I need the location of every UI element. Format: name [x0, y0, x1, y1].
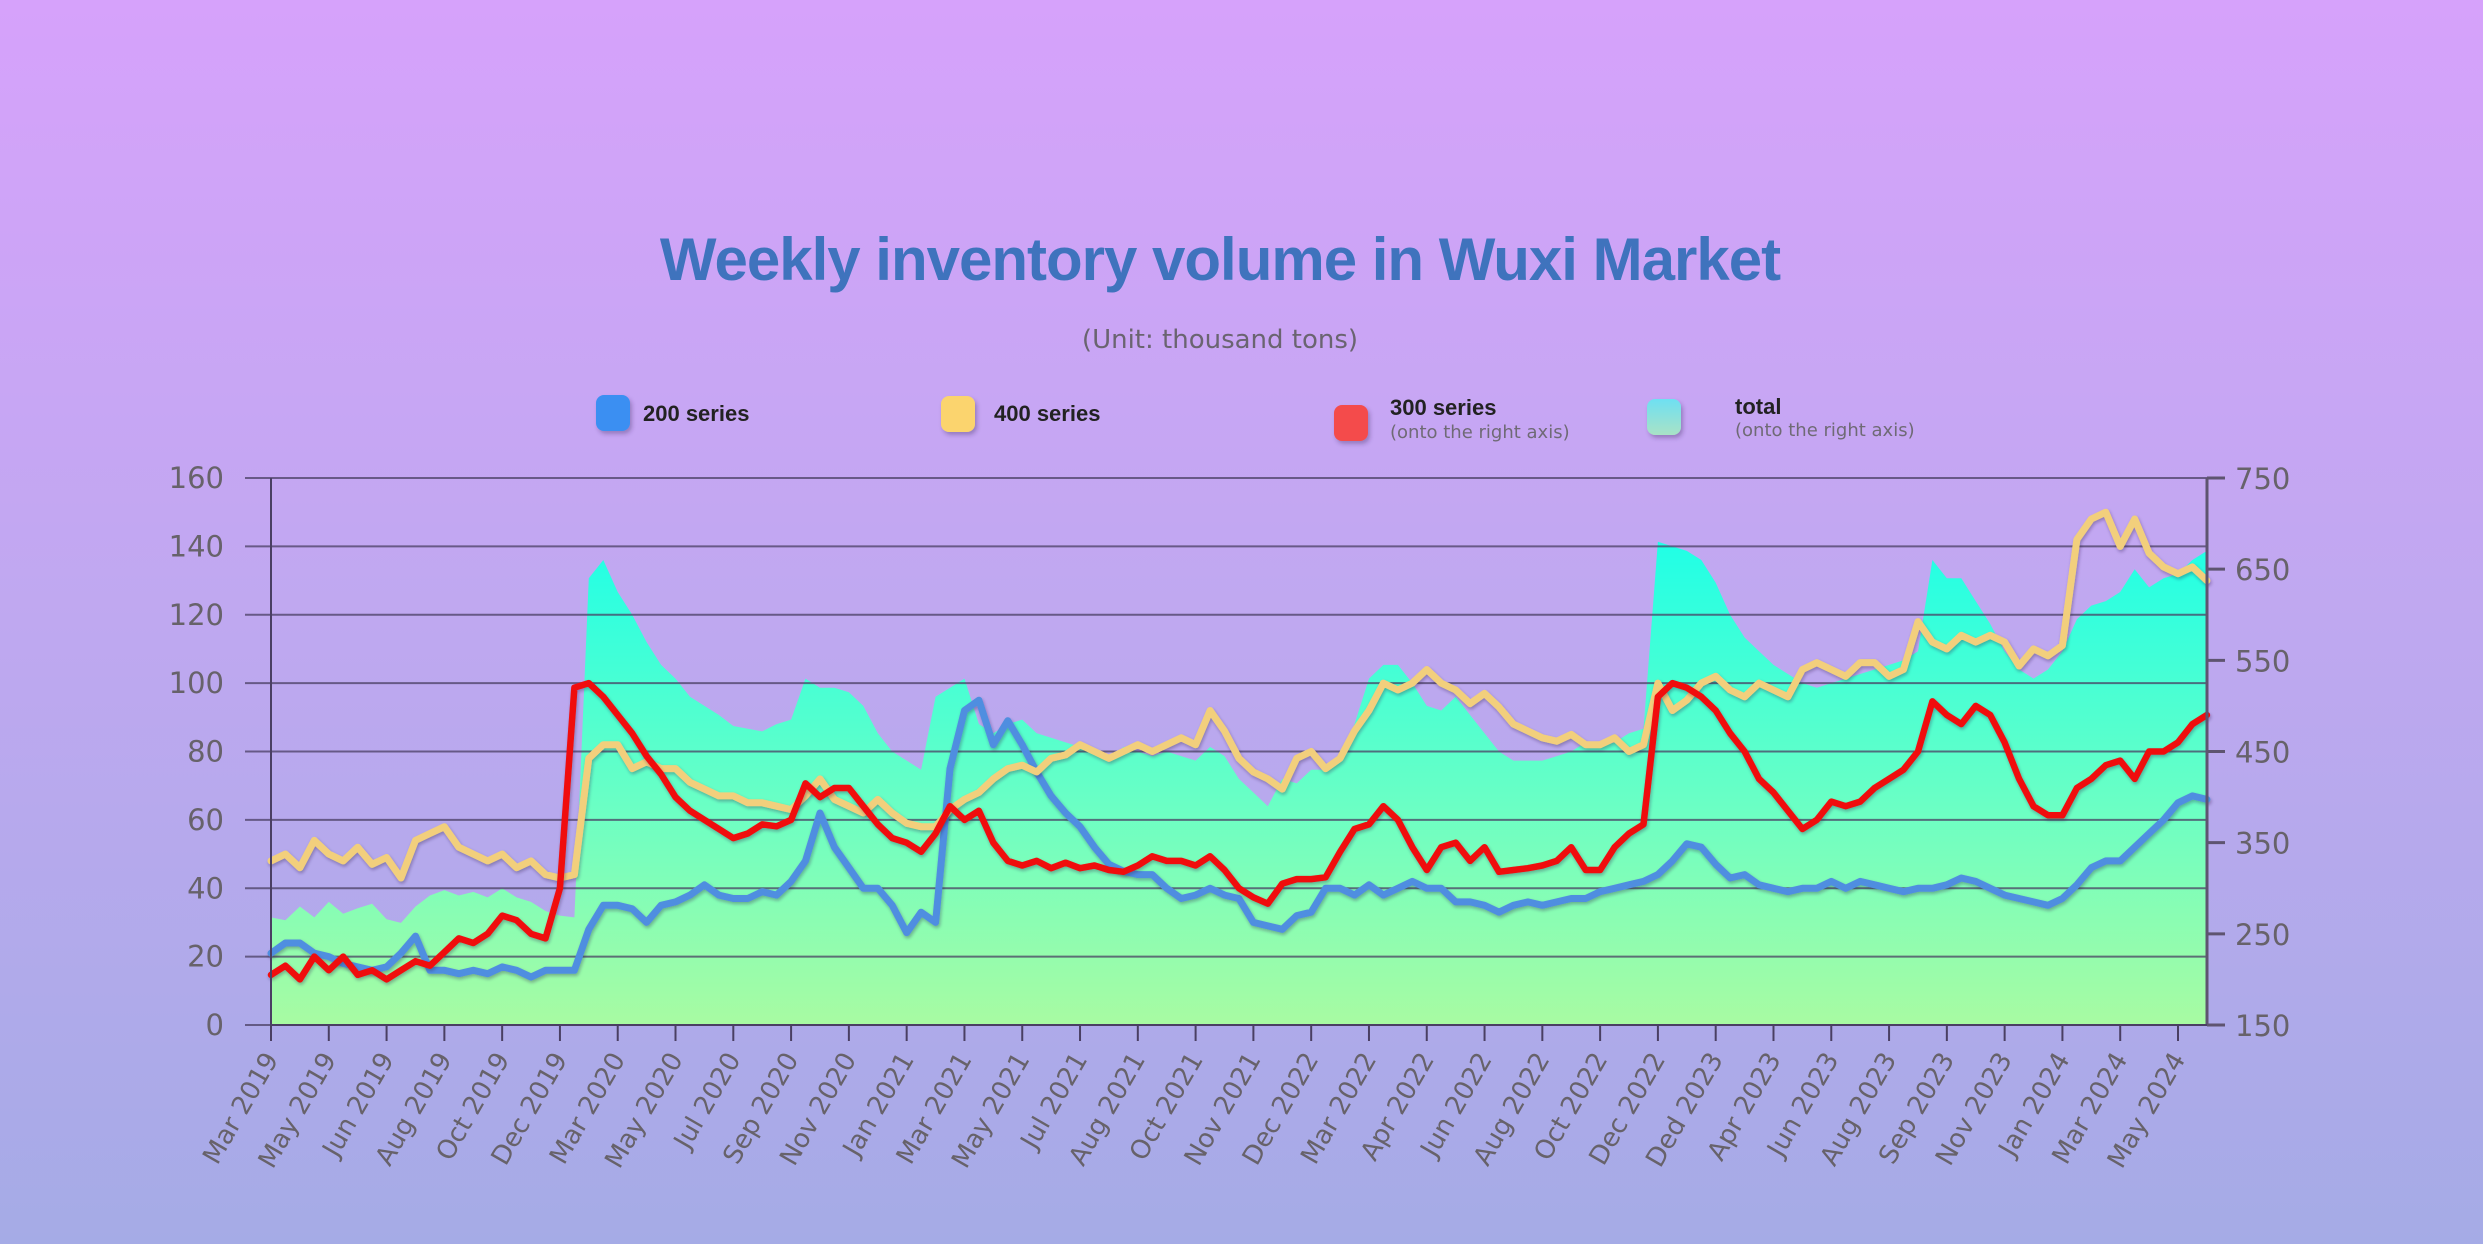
left-tick-label: 100	[169, 666, 224, 700]
legend-label-total: total	[1735, 394, 1781, 419]
left-tick-label: 20	[187, 940, 224, 974]
legend: 200 series 400 series 300 series (onto t…	[596, 394, 1915, 443]
legend-item-300-series[interactable]: 300 series (onto the right axis)	[1334, 395, 1570, 443]
left-tick-label: 0	[206, 1008, 224, 1042]
series-line-400-series	[267, 508, 2211, 882]
legend-label-400-series: 400 series	[994, 401, 1100, 426]
right-tick-label: 150	[2235, 1009, 2290, 1043]
left-y-axis: 0 20 40 60 80 100 120 140 160	[169, 461, 224, 1042]
legend-item-400-series[interactable]: 400 series	[941, 396, 1100, 432]
legend-item-total[interactable]: total (onto the right axis)	[1647, 394, 1915, 441]
right-tick-label: 750	[2235, 462, 2290, 496]
right-tick-label: 550	[2235, 644, 2290, 678]
line-layer	[267, 508, 2211, 983]
legend-swatch-300-series	[1334, 405, 1368, 441]
legend-label-300-series: 300 series	[1390, 395, 1496, 420]
right-tick-label: 250	[2235, 918, 2290, 952]
plot-area: 0 20 40 60 80 100 120 140 160 150 250 350 450 550 650…	[169, 461, 2291, 1174]
left-tick-label: 140	[169, 529, 224, 563]
series-area-total	[271, 541, 2207, 1025]
left-tick-label: 40	[187, 871, 224, 905]
left-tick-label: 80	[187, 735, 224, 769]
chart-title: Weekly inventory volume in Wuxi Market	[660, 226, 1781, 293]
legend-swatch-400-series	[941, 396, 975, 432]
left-tick-label: 120	[169, 598, 224, 632]
legend-note-300-series: (onto the right axis)	[1390, 422, 1570, 443]
area-layer	[271, 541, 2207, 1025]
left-tick-label: 160	[169, 461, 224, 495]
left-tick-label: 60	[187, 803, 224, 837]
chart-subtitle: (Unit: thousand tons)	[1082, 325, 1358, 355]
right-tick-label: 650	[2235, 553, 2290, 587]
legend-swatch-200-series	[596, 395, 630, 431]
right-y-axis: 150 250 350 450 550 650 750	[2207, 462, 2290, 1043]
series-line-200-series	[267, 696, 2211, 981]
series-line-300-series	[267, 679, 2211, 983]
right-tick-label: 450	[2235, 736, 2290, 770]
right-tick-label: 350	[2235, 827, 2290, 861]
legend-item-200-series[interactable]: 200 series	[596, 395, 749, 431]
legend-swatch-total	[1647, 399, 1681, 435]
legend-note-total: (onto the right axis)	[1735, 420, 1915, 441]
legend-label-200-series: 200 series	[643, 401, 749, 426]
